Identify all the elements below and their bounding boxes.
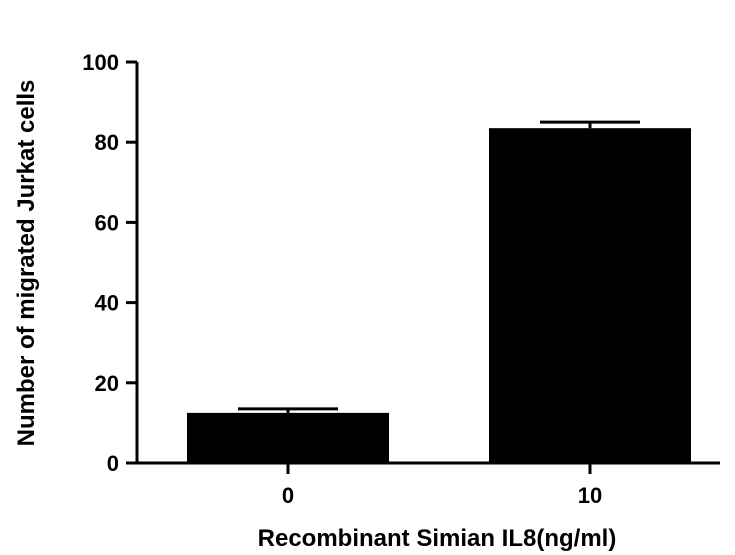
bar-0 [187, 412, 389, 463]
bar-10 [489, 128, 691, 464]
y-tick-label: 80 [95, 130, 119, 155]
bars-group [187, 128, 691, 464]
x-axis-label: Recombinant Simian IL8(ng/ml) [258, 525, 617, 552]
y-tick-label: 20 [95, 371, 119, 396]
x-tick-label-10: 10 [578, 483, 602, 508]
y-tick-label: 0 [107, 451, 119, 476]
y-tick-label: 40 [95, 291, 119, 316]
y-ticks-group: 0 20 40 60 80 100 [82, 50, 137, 476]
error-bars-group [238, 120, 640, 413]
x-ticks-group: 0 10 [282, 463, 602, 508]
y-tick-label: 60 [95, 210, 119, 235]
y-axis-label: Number of migrated Jurkat cells [13, 80, 40, 447]
y-tick-label: 100 [82, 50, 119, 75]
x-tick-label-0: 0 [282, 483, 294, 508]
